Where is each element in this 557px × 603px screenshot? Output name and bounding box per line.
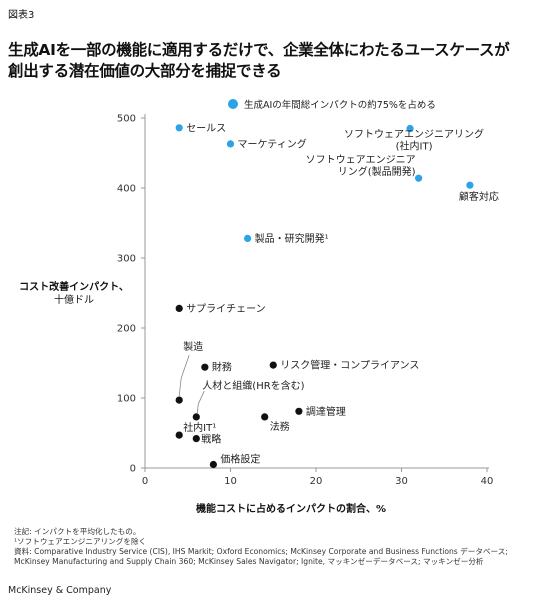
y-tick-label: 500 <box>117 114 136 125</box>
point-label: 財務 <box>212 361 232 374</box>
point-label-line: 社内IT¹ <box>183 421 216 434</box>
point-label-line: マーケティング <box>238 137 307 150</box>
y-tick-label: 100 <box>117 394 136 405</box>
brand-name: McKinsey & Company <box>8 585 112 596</box>
footnote-line: ¹ソフトウェアエンジニアリングを除く <box>14 537 147 546</box>
footnotes: 注記: インパクトを平均化したもの。 ¹ソフトウェアエンジニアリングを除く 資料… <box>14 527 508 567</box>
point-label: 製品・研究開発¹ <box>255 232 329 245</box>
point-label-line: 法務 <box>270 420 290 433</box>
point-marker <box>175 304 183 312</box>
y-tick-label: 200 <box>117 324 136 335</box>
point-label: 人材と組織(HRを含む) <box>202 379 304 392</box>
leader-line <box>196 390 205 413</box>
y-tick-label: 400 <box>117 184 136 195</box>
point-label: リスク管理・コンプライアンス <box>280 359 419 372</box>
point-marker <box>295 407 303 415</box>
point-label-line: 顧客対応 <box>459 190 499 203</box>
point-marker <box>209 460 217 469</box>
point-marker <box>175 431 183 439</box>
x-tick-label: 0 <box>142 476 148 487</box>
point-label-line: 調達管理 <box>306 405 346 418</box>
point-marker <box>175 396 183 404</box>
figure-label: 図表3 <box>8 10 35 21</box>
point-label: セールス <box>186 122 226 134</box>
point-label: 顧客対応 <box>459 190 499 203</box>
x-tick-label: 20 <box>310 476 323 487</box>
y-tick-label: 300 <box>117 254 136 265</box>
point-label: 製造 <box>183 340 203 353</box>
point-label-line: セールス <box>186 122 226 134</box>
point-marker <box>466 181 474 189</box>
y-axis-label-line-2: 十億ドル <box>54 295 94 306</box>
point-marker <box>201 363 209 371</box>
point-marker <box>192 413 200 421</box>
point-label-line: リング(製品開発) <box>338 165 416 178</box>
point-marker <box>261 413 269 421</box>
point-label-line: 財務 <box>212 361 232 374</box>
chart-points <box>175 124 474 469</box>
point-marker <box>244 234 252 242</box>
point-marker <box>269 361 277 369</box>
point-marker <box>192 435 200 443</box>
point-label-line: ソフトウェアエンジニア <box>306 154 416 166</box>
legend-marker <box>228 99 238 109</box>
x-tick-label: 30 <box>395 476 408 487</box>
footnote-line: McKinsey Manufacturing and Supply Chain … <box>14 557 484 566</box>
point-label: 社内IT¹ <box>183 421 216 434</box>
y-axis-label: コスト改善インパクト、 十億ドル <box>18 281 130 307</box>
point-marker <box>226 140 235 148</box>
point-label: サプライチェーン <box>186 303 266 315</box>
point-marker <box>406 124 414 133</box>
point-label-line: ソフトウェアエンジニアリング <box>344 128 484 141</box>
y-axis-label-line-1: コスト改善インパクト、 <box>19 282 129 293</box>
point-label-line: リスク管理・コンプライアンス <box>280 359 419 372</box>
point-marker <box>415 174 423 182</box>
point-label-line: 価格設定 <box>220 453 260 466</box>
x-axis-label: 機能コストに占めるインパクトの割合、% <box>196 504 387 515</box>
point-label-line: (社内IT) <box>396 140 433 153</box>
point-label-line: 戦略 <box>201 433 221 446</box>
point-label: 法務 <box>270 420 290 433</box>
point-label: 調達管理 <box>306 405 346 418</box>
leader-lines <box>178 354 205 413</box>
point-label-line: 製造 <box>183 340 203 353</box>
point-label-line: 人材と組織(HRを含む) <box>202 379 304 392</box>
x-tick-label: 40 <box>481 476 494 487</box>
footnote-line: 資料: Comparative Industry Service (CIS), … <box>14 547 508 556</box>
chart-title-line-2: 創出する潜在価値の大部分を捕捉できる <box>8 62 282 80</box>
footnote-line: 注記: インパクトを平均化したもの。 <box>14 527 141 536</box>
legend-label: 生成AIの年間総インパクトの約75%を占める <box>244 99 436 111</box>
point-label-line: 製品・研究開発¹ <box>255 232 329 245</box>
x-tick-label: 10 <box>224 476 237 487</box>
point-label-line: サプライチェーン <box>186 303 266 315</box>
y-tick-label: 0 <box>130 464 136 475</box>
chart-legend: 生成AIの年間総インパクトの約75%を占める <box>228 99 436 111</box>
point-label: ソフトウェアエンジニアリング(製品開発) <box>306 154 416 178</box>
leader-line <box>178 354 190 397</box>
point-label: ソフトウェアエンジニアリング(社内IT) <box>344 128 484 153</box>
chart-axes: 0 100 200 300 400 500 0 10 20 30 40 <box>117 114 493 488</box>
chart-title: 生成AIを一部の機能に適用するだけで、企業全体にわたるユースケースが 創出する潜… <box>8 40 553 82</box>
point-label: 戦略 <box>201 433 221 446</box>
point-label: 価格設定 <box>220 453 260 466</box>
point-label: マーケティング <box>238 137 307 150</box>
point-marker <box>175 124 183 132</box>
scatter-chart: 0 100 200 300 400 500 0 10 20 30 40 生成AIの年間総インパクトの… <box>117 99 499 488</box>
chart-title-line-1: 生成AIを一部の機能に適用するだけで、企業全体にわたるユースケースが <box>8 41 510 59</box>
